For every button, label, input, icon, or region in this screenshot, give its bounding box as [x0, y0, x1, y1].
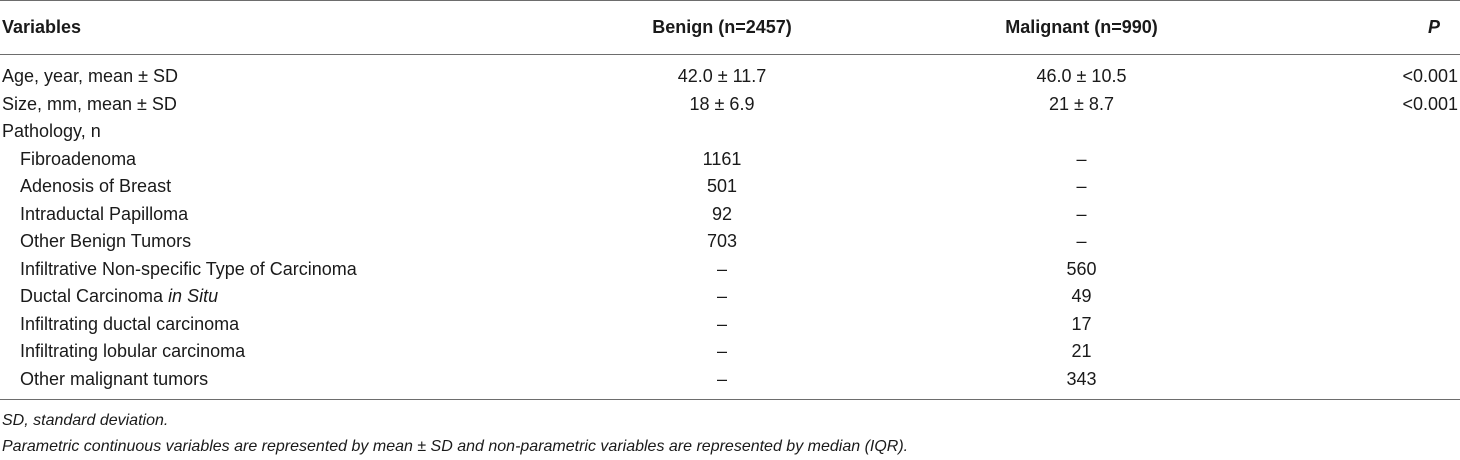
benign-value: 1161 [702, 148, 742, 169]
p-value [1284, 311, 1460, 339]
benign-value: – [716, 313, 727, 334]
benign-value: – [716, 341, 727, 362]
p-value [1284, 338, 1460, 366]
row-label: Infiltrating lobular carcinoma [20, 341, 246, 362]
header-benign: Benign (n=2457) [565, 0, 879, 55]
row-label: Size, mm, mean ± SD [2, 93, 177, 114]
malignant-value: 21 ± 8.7 [1049, 93, 1114, 114]
table-footnotes: SD, standard deviation. Parametric conti… [2, 408, 908, 460]
p-value [1284, 256, 1460, 284]
benign-value: 703 [706, 231, 738, 252]
benign-value: – [565, 365, 879, 400]
p-value: <0.001 [1402, 93, 1458, 114]
row-label: Age, year, mean ± SD [2, 66, 178, 87]
header-p-value: P [1284, 0, 1460, 55]
table-row: Infiltrating lobular carcinoma – 21 [0, 338, 1460, 366]
malignant-value: 21 [1071, 341, 1092, 362]
p-value: <0.001 [1402, 66, 1458, 87]
benign-value: 18 ± 6.9 [689, 93, 755, 114]
row-label: Infiltrating ductal carcinoma [20, 313, 240, 334]
row-label: Other Benign Tumors [20, 231, 192, 252]
row-label: Pathology, n [2, 121, 101, 142]
table-row: Infiltrative Non-specific Type of Carcin… [0, 256, 1460, 284]
data-table-container: Variables Benign (n=2457) Malignant (n=9… [0, 0, 1460, 400]
malignant-value: – [1076, 176, 1087, 197]
table-row: Size, mm, mean ± SD 18 ± 6.9 21 ± 8.7 <0… [0, 91, 1460, 119]
table-row: Ductal Carcinoma in Situ – 49 [0, 283, 1460, 311]
benign-value: 42.0 ± 11.7 [677, 66, 767, 87]
footnote-abbreviation: SD, standard deviation. [2, 412, 169, 429]
benign-value: 92 [711, 203, 733, 224]
row-label-main: Ductal Carcinoma [20, 286, 169, 307]
malignant-value: 49 [1071, 286, 1092, 307]
row-label: Infiltrative Non-specific Type of Carcin… [20, 258, 357, 279]
characteristics-table: Variables Benign (n=2457) Malignant (n=9… [0, 0, 1460, 400]
table-row: Age, year, mean ± SD 42.0 ± 11.7 46.0 ± … [0, 55, 1460, 91]
table-row: Intraductal Papilloma 92 – [0, 201, 1460, 229]
table-row: Other malignant tumors – 343 [0, 365, 1460, 400]
malignant-value: 343 [879, 365, 1284, 400]
p-value [1284, 201, 1460, 229]
malignant-value: 17 [1071, 313, 1092, 334]
benign-value: – [716, 286, 727, 307]
p-value [1284, 228, 1460, 256]
row-label: Fibroadenoma [20, 148, 137, 169]
header-row: Variables Benign (n=2457) Malignant (n=9… [0, 0, 1460, 55]
header-malignant: Malignant (n=990) [879, 0, 1284, 55]
table-row: Fibroadenoma 1161 – [0, 146, 1460, 174]
row-label-italic: in Situ [168, 286, 219, 307]
benign-value [565, 118, 879, 146]
row-label: Other malignant tumors [0, 365, 565, 400]
row-label: Intraductal Papilloma [20, 203, 189, 224]
p-value [1284, 146, 1460, 174]
p-value [1284, 283, 1460, 311]
row-label: Adenosis of Breast [20, 176, 172, 197]
table-header: Variables Benign (n=2457) Malignant (n=9… [0, 0, 1460, 55]
row-label: Ductal Carcinoma in Situ [0, 283, 565, 311]
p-value [1284, 118, 1460, 146]
benign-value: – [716, 258, 727, 279]
benign-value: 501 [706, 176, 738, 197]
malignant-value: 560 [1066, 258, 1097, 279]
p-value [1284, 173, 1460, 201]
table-row: Pathology, n [0, 118, 1460, 146]
p-value [1284, 365, 1460, 400]
table-body: Age, year, mean ± SD 42.0 ± 11.7 46.0 ± … [0, 55, 1460, 400]
table-row: Adenosis of Breast 501 – [0, 173, 1460, 201]
footnote-methods: Parametric continuous variables are repr… [2, 438, 909, 455]
malignant-value: 46.0 ± 10.5 [1036, 66, 1127, 87]
malignant-value: – [1076, 203, 1087, 224]
header-variables: Variables [0, 0, 565, 55]
malignant-value: – [1076, 148, 1087, 169]
table-row: Infiltrating ductal carcinoma – 17 [0, 311, 1460, 339]
malignant-value: – [1076, 231, 1087, 252]
malignant-value [879, 118, 1284, 146]
table-row: Other Benign Tumors 703 – [0, 228, 1460, 256]
